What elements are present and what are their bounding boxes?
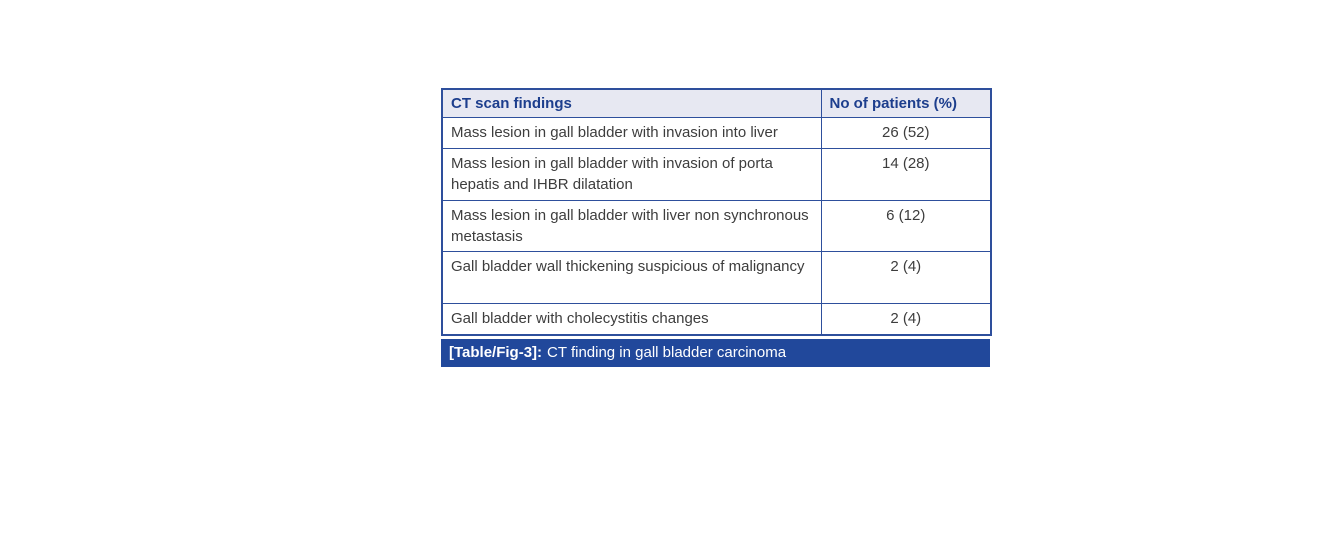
table-row: Mass lesion in gall bladder with invasio… bbox=[441, 147, 992, 201]
finding-cell: Mass lesion in gall bladder with liver n… bbox=[441, 199, 822, 252]
finding-cell: Mass lesion in gall bladder with invasio… bbox=[441, 147, 822, 201]
table-row: Gall bladder with cholecystitis changes … bbox=[441, 302, 992, 336]
ct-findings-table: CT scan findings No of patients (%) Mass… bbox=[441, 88, 992, 336]
table-row: Mass lesion in gall bladder with liver n… bbox=[441, 199, 992, 252]
value-cell: 6 (12) bbox=[820, 199, 992, 252]
value-cell: 14 (28) bbox=[820, 147, 992, 201]
value-cell: 26 (52) bbox=[820, 116, 992, 149]
finding-cell: Mass lesion in gall bladder with invasio… bbox=[441, 116, 822, 149]
value-cell: 2 (4) bbox=[820, 250, 992, 304]
column-header-findings: CT scan findings bbox=[441, 88, 822, 118]
caption-label: [Table/Fig-3]: bbox=[449, 344, 543, 361]
table-row: Mass lesion in gall bladder with invasio… bbox=[441, 116, 992, 149]
table-caption: [Table/Fig-3]: CT finding in gall bladder… bbox=[441, 339, 990, 367]
table-fig-3: CT scan findings No of patients (%) Mass… bbox=[441, 88, 992, 367]
column-header-patients: No of patients (%) bbox=[820, 88, 992, 118]
finding-cell: Gall bladder wall thickening suspicious … bbox=[441, 250, 822, 304]
value-cell: 2 (4) bbox=[820, 302, 992, 336]
caption-text: CT finding in gall bladder carcinoma bbox=[547, 344, 787, 361]
header-row: CT scan findings No of patients (%) bbox=[441, 88, 992, 118]
table-row: Gall bladder wall thickening suspicious … bbox=[441, 250, 992, 304]
finding-cell: Gall bladder with cholecystitis changes bbox=[441, 302, 822, 336]
